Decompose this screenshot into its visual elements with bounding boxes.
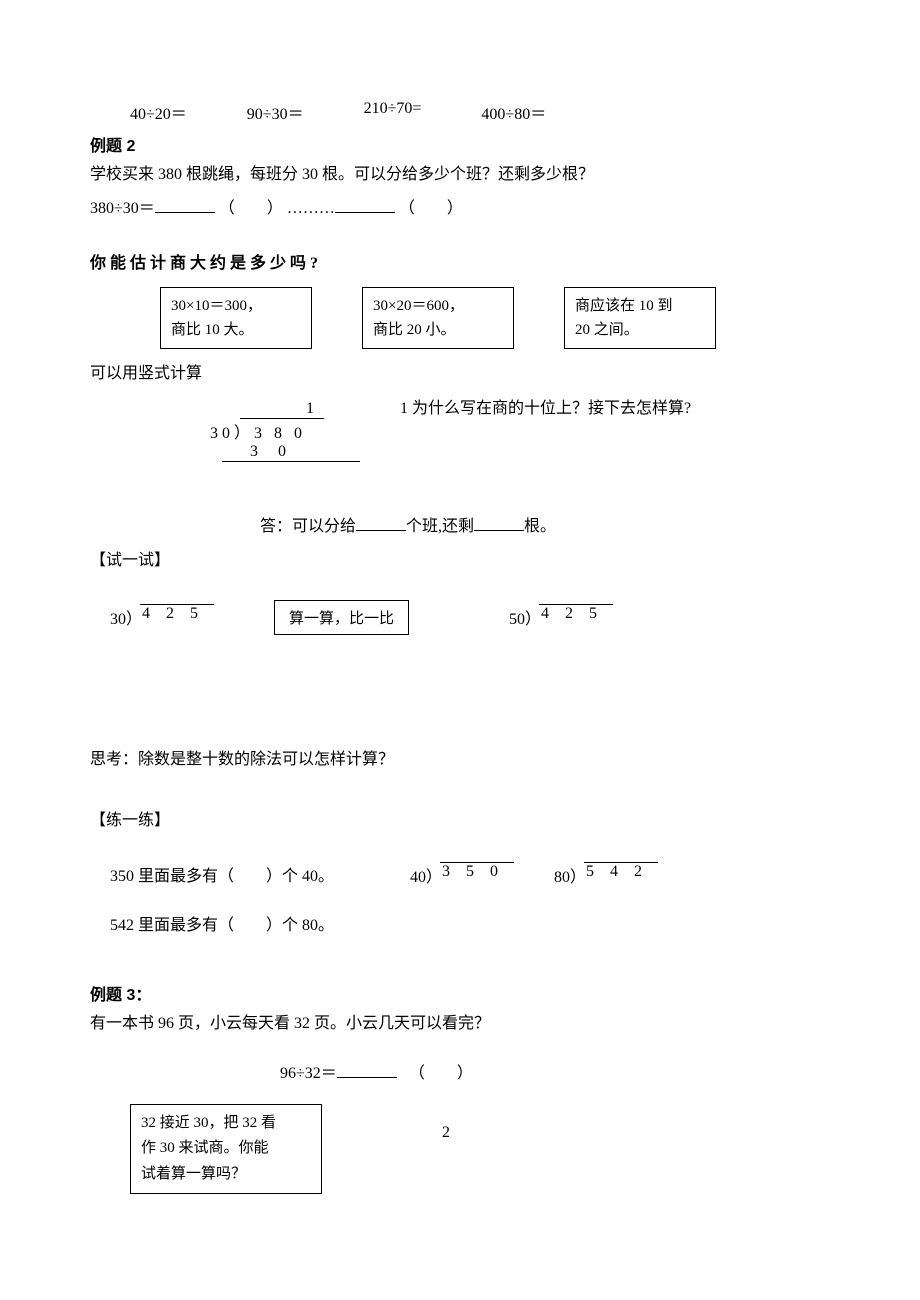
ex3-eq-lhs: 96÷32＝ <box>280 1065 337 1082</box>
try-title: 【试一试】 <box>90 546 830 576</box>
practice-line-1: 350 里面最多有（ ）个 40。 <box>110 862 370 892</box>
try-division-1: 30）4 2 5 <box>110 586 214 629</box>
eq-b: 90÷30＝ <box>247 100 304 124</box>
blank-fill[interactable] <box>337 1061 397 1078</box>
answer-suffix: 根。 <box>524 518 556 535</box>
eq-a: 40÷20＝ <box>130 100 187 124</box>
page-root: 40÷20＝ 90÷30＝ 210÷70= 400÷80＝ 例题 2 学校买来 … <box>0 0 920 1234</box>
division-body: 30）3 8 0 <box>210 419 306 443</box>
blank-fill[interactable] <box>335 196 395 213</box>
hint-l2: 作 30 来试商。你能 <box>141 1136 311 1162</box>
paren-l: （ <box>219 200 235 217</box>
paren-r: ） <box>447 200 463 217</box>
equation-row: 40÷20＝ 90÷30＝ 210÷70= 400÷80＝ <box>130 100 830 124</box>
divisor: 40） <box>410 863 442 887</box>
quotient-blank[interactable] <box>140 586 214 605</box>
blank-fill[interactable] <box>356 514 406 531</box>
vertical-intro: 可以用竖式计算 <box>90 359 830 389</box>
try-think: 思考：除数是整十数的除法可以怎样计算？ <box>90 745 830 775</box>
estimate-box-1: 30×10＝300， 商比 10 大。 <box>160 287 312 349</box>
dividend: 3 5 0 <box>442 863 504 881</box>
box1-line2: 商比 10 大。 <box>171 318 301 342</box>
long-division: 1 30）3 8 0 3 0 <box>210 394 360 462</box>
example-3-hint-box: 32 接近 30，把 32 看 作 30 来试商。你能 试着算一算吗？ <box>130 1104 322 1195</box>
answer-prefix: 答：可以分给 <box>260 518 356 535</box>
quotient-blank[interactable] <box>584 844 658 863</box>
eq-c: 210÷70= <box>364 100 422 124</box>
page-number: 2 <box>442 1124 450 1142</box>
divisor: 30） <box>110 605 142 629</box>
sub-line: 3 0 <box>222 443 360 462</box>
quotient-blank[interactable] <box>539 586 613 605</box>
practice-division-2: 80）5 4 2 <box>554 844 658 887</box>
box3-line1: 商应该在 10 到 <box>575 294 705 318</box>
example-2-title: 例题 2 <box>90 132 830 156</box>
division-body: 50）4 2 5 <box>509 605 603 629</box>
estimate-box-3: 商应该在 10 到 20 之间。 <box>564 287 716 349</box>
box3-line2: 20 之间。 <box>575 318 705 342</box>
estimate-question: 你 能 估 计 商 大 约 是 多 少 吗 ? <box>90 249 830 279</box>
quotient-blank[interactable] <box>440 844 514 863</box>
example-2-answer: 答：可以分给 个班,还剩 根。 <box>260 512 830 542</box>
vertical-note: 1 为什么写在商的十位上？接下去怎样算? <box>400 394 691 424</box>
quotient-digit: 1 <box>306 400 320 417</box>
ex2-eq-lhs: 380÷30＝ <box>90 200 155 217</box>
box1-line1: 30×10＝300， <box>171 294 301 318</box>
box2-line1: 30×20＝600， <box>373 294 503 318</box>
hint-l3: 试着算一算吗？ <box>141 1162 311 1188</box>
division-body: 40）3 5 0 <box>410 863 504 887</box>
practice-division-1: 40）3 5 0 <box>410 844 514 887</box>
paren-r: ） <box>267 200 283 217</box>
example-3-title: 例题 3： <box>90 981 830 1005</box>
hint-l1: 32 接近 30，把 32 看 <box>141 1111 311 1137</box>
division-body: 80）5 4 2 <box>554 863 648 887</box>
practice-line-2: 542 里面最多有（ ）个 80。 <box>110 911 830 941</box>
estimate-box-2: 30×20＝600， 商比 20 小。 <box>362 287 514 349</box>
divisor: 50） <box>509 605 541 629</box>
blank-fill[interactable] <box>155 196 215 213</box>
try-row: 30）4 2 5 算一算，比一比 50）4 2 5 <box>110 586 830 635</box>
example-2-problem: 学校买来 380 根跳绳，每班分 30 根。可以分给多少个班？还剩多少根？ <box>90 160 830 190</box>
paren-r: ） <box>457 1065 473 1082</box>
paren-l: （ <box>417 1065 425 1082</box>
estimate-boxes: 30×10＝300， 商比 10 大。 30×20＝600， 商比 20 小。 … <box>160 287 830 349</box>
quotient-line: 1 <box>240 394 324 419</box>
divisor: 80） <box>554 863 586 887</box>
vertical-calc-wrap: 1 30）3 8 0 3 0 1 为什么写在商的十位上？接下去怎样算? <box>210 394 830 462</box>
box2-line2: 商比 20 小。 <box>373 318 503 342</box>
answer-mid: 个班,还剩 <box>406 518 474 535</box>
example-3-equation: 96÷32＝ （ ） <box>280 1059 830 1089</box>
example-2-equation: 380÷30＝ （ ） ……… （ ） <box>90 194 830 224</box>
dividend: 5 4 2 <box>586 863 648 881</box>
dividend: 4 2 5 <box>541 605 603 623</box>
eq-d: 400÷80＝ <box>481 100 546 124</box>
footer-row: 32 接近 30，把 32 看 作 30 来试商。你能 试着算一算吗？ 2 <box>90 1094 830 1195</box>
practice-row-1: 350 里面最多有（ ）个 40。 40）3 5 0 80）5 4 2 <box>110 844 830 896</box>
dividend: 4 2 5 <box>142 605 204 623</box>
blank-fill[interactable] <box>474 514 524 531</box>
practice-title: 【练一练】 <box>90 806 830 836</box>
example-3-problem: 有一本书 96 页，小云每天看 32 页。小云几天可以看完？ <box>90 1009 830 1039</box>
division-body: 30）4 2 5 <box>110 605 204 629</box>
dots: ……… <box>287 200 335 217</box>
try-mid-box: 算一算，比一比 <box>274 600 409 635</box>
paren-l: （ <box>399 200 415 217</box>
try-division-2: 50）4 2 5 <box>509 586 613 629</box>
